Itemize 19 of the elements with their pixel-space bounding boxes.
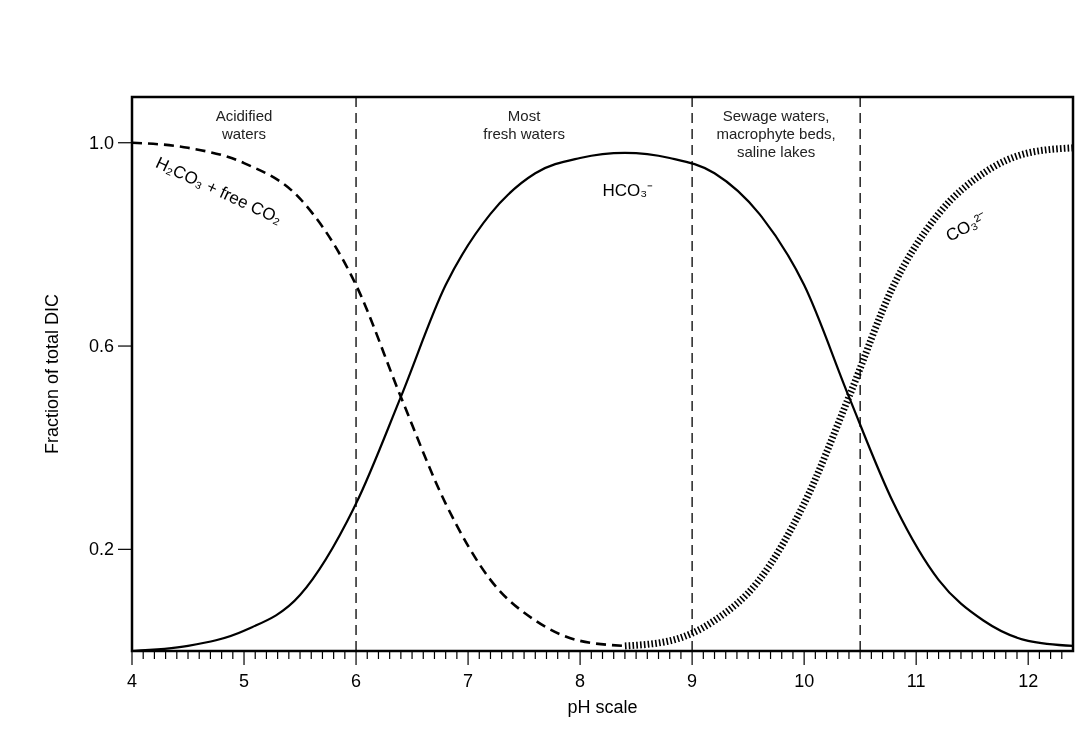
x-tick-label: 4 bbox=[126, 671, 138, 691]
y-tick-label: 1.0 bbox=[88, 132, 114, 153]
x-tick-label: 6 bbox=[351, 671, 362, 691]
x-tick-label: 8 bbox=[575, 671, 586, 691]
x-axis-title: pH scale bbox=[567, 697, 638, 717]
series-label: HCO₃⁻ bbox=[602, 180, 654, 200]
y-axis-title: Fraction of total DIC bbox=[42, 293, 62, 455]
x-tick-label: 10 bbox=[794, 671, 815, 691]
x-tick-label: 9 bbox=[687, 671, 698, 691]
x-tick-label: 7 bbox=[463, 671, 474, 691]
annotation: Acidified waters bbox=[215, 107, 273, 142]
annotation: Sewage waters, macrophyte beds, saline lakes bbox=[716, 107, 836, 160]
x-tick-label: 12 bbox=[1018, 671, 1039, 691]
x-tick-label: 5 bbox=[239, 671, 250, 691]
text: CO₃²⁻ bbox=[942, 207, 991, 246]
x-tick-label: 11 bbox=[906, 671, 926, 691]
annotation: Most fresh waters bbox=[483, 107, 565, 142]
y-tick-label: 0.2 bbox=[88, 539, 114, 560]
y-tick-label: 0.6 bbox=[88, 336, 114, 357]
